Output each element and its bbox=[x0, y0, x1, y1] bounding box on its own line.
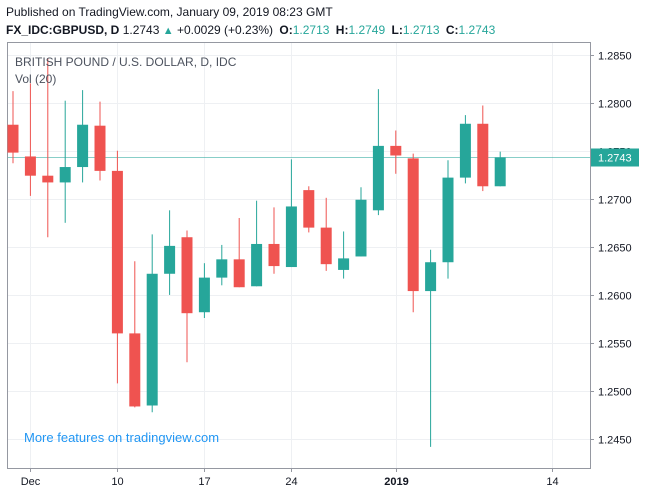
candle-body-up bbox=[494, 157, 506, 187]
candle-body-up bbox=[146, 273, 158, 406]
candle-body-up bbox=[459, 123, 471, 178]
candle-body-up bbox=[198, 277, 210, 313]
open-value: 1.2713 bbox=[292, 23, 330, 37]
candle-body-down bbox=[390, 145, 402, 156]
candle-body-down bbox=[268, 243, 280, 267]
symbol-title: BRITISH POUND / U.S. DOLLAR, D, IDC bbox=[15, 55, 237, 69]
candle-body-down bbox=[320, 227, 332, 265]
x-tick-label: 24 bbox=[285, 476, 297, 488]
candle-body-up bbox=[425, 262, 437, 292]
candle-body-down bbox=[42, 175, 54, 183]
candle-body-down bbox=[24, 156, 36, 176]
candle-body-up bbox=[285, 206, 297, 268]
low-key: L: bbox=[391, 23, 403, 37]
volume-indicator-label: Vol (20) bbox=[15, 72, 57, 86]
y-tick-label: 1.2700 bbox=[598, 195, 632, 207]
candle-body-up bbox=[355, 199, 367, 257]
y-tick-label: 1.2450 bbox=[598, 435, 632, 447]
y-tick-label: 1.2600 bbox=[598, 291, 632, 303]
price-change: +0.0029 (+0.23%) bbox=[176, 23, 274, 37]
candle-body-down bbox=[303, 190, 315, 228]
candle-body-up bbox=[372, 145, 384, 211]
candle-body-down bbox=[477, 123, 489, 187]
candle-body-down bbox=[94, 125, 106, 171]
x-tick-label: 17 bbox=[198, 476, 210, 488]
close-key: C: bbox=[445, 23, 459, 37]
last-price-tag-label: 1.2743 bbox=[598, 153, 632, 165]
candle-body-down bbox=[233, 259, 245, 288]
candle-body-up bbox=[216, 259, 228, 278]
candle-body-up bbox=[164, 245, 176, 274]
candle-body-down bbox=[7, 124, 19, 153]
x-tick-label: 14 bbox=[546, 476, 558, 488]
open-key: O: bbox=[279, 23, 293, 37]
x-tick-label: 10 bbox=[111, 476, 123, 488]
y-tick-label: 1.2500 bbox=[598, 387, 632, 399]
symbol-label: FX_IDC:GBPUSD, D bbox=[6, 23, 120, 37]
candle-body-up bbox=[77, 124, 89, 168]
last-price-tag bbox=[591, 148, 639, 167]
candle-body-up bbox=[251, 243, 263, 287]
promo-link[interactable]: More features on tradingview.com bbox=[24, 430, 220, 445]
y-tick-label: 1.2800 bbox=[598, 99, 632, 111]
high-key: H: bbox=[335, 23, 349, 37]
ohlc-header: FX_IDC:GBPUSD, D 1.2743 ▲ +0.0029 (+0.23… bbox=[6, 23, 495, 37]
up-triangle-icon: ▲ bbox=[162, 25, 174, 37]
low-value: 1.2713 bbox=[402, 23, 440, 37]
chart-frame[interactable] bbox=[7, 42, 591, 469]
candle-body-down bbox=[407, 158, 419, 292]
x-tick-label: Dec bbox=[21, 476, 41, 488]
candle-body-down bbox=[181, 237, 193, 314]
last-price: 1.2743 bbox=[122, 23, 160, 37]
candle-body-down bbox=[129, 333, 141, 407]
close-value: 1.2743 bbox=[458, 23, 496, 37]
y-tick-label: 1.2650 bbox=[598, 243, 632, 255]
high-value: 1.2749 bbox=[348, 23, 386, 37]
y-tick-label: 1.2850 bbox=[598, 51, 632, 63]
y-tick-label: 1.2550 bbox=[598, 339, 632, 351]
candle-body-down bbox=[111, 170, 123, 334]
published-caption: Published on TradingView.com, January 09… bbox=[6, 5, 333, 19]
candle-body-up bbox=[338, 258, 350, 270]
candle-body-up bbox=[59, 167, 71, 183]
x-tick-label: 2019 bbox=[384, 476, 408, 488]
candle-body-up bbox=[442, 177, 454, 263]
